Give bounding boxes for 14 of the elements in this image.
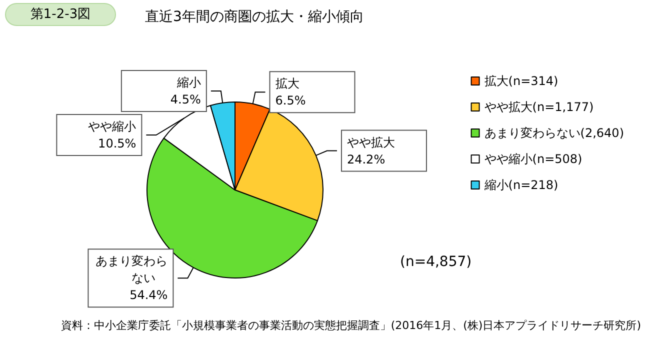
legend-label: 縮小(n=218) bbox=[483, 178, 558, 192]
text: 資料：中小企業庁委託「小規模事業者の事業活動の実態把握調査」(2016年1月、(株)日本アプライドリサーチ研究所) bbox=[60, 319, 642, 332]
data-label: あまり変わらない 54.4% bbox=[96, 254, 168, 302]
text: (n=4,857) bbox=[400, 254, 472, 270]
data-label: やや縮小 10.5% bbox=[88, 119, 136, 150]
legend-label: やや拡大(n=1,177) bbox=[484, 100, 594, 114]
chart-title: 直近3年間の商圏の拡大・縮小傾向 bbox=[145, 9, 364, 25]
data-label: やや拡大 24.2% bbox=[346, 135, 395, 166]
legend-label: 拡大(n=314) bbox=[484, 74, 558, 88]
data-label: 縮小 4.5% bbox=[170, 75, 201, 106]
data-label: 拡大 6.5% bbox=[275, 76, 306, 108]
legend-label: やや縮小(n=508) bbox=[484, 152, 582, 166]
text: 第1-2-3図 bbox=[30, 7, 91, 22]
legend-label: あまり変わらない(2,640) bbox=[484, 126, 624, 140]
